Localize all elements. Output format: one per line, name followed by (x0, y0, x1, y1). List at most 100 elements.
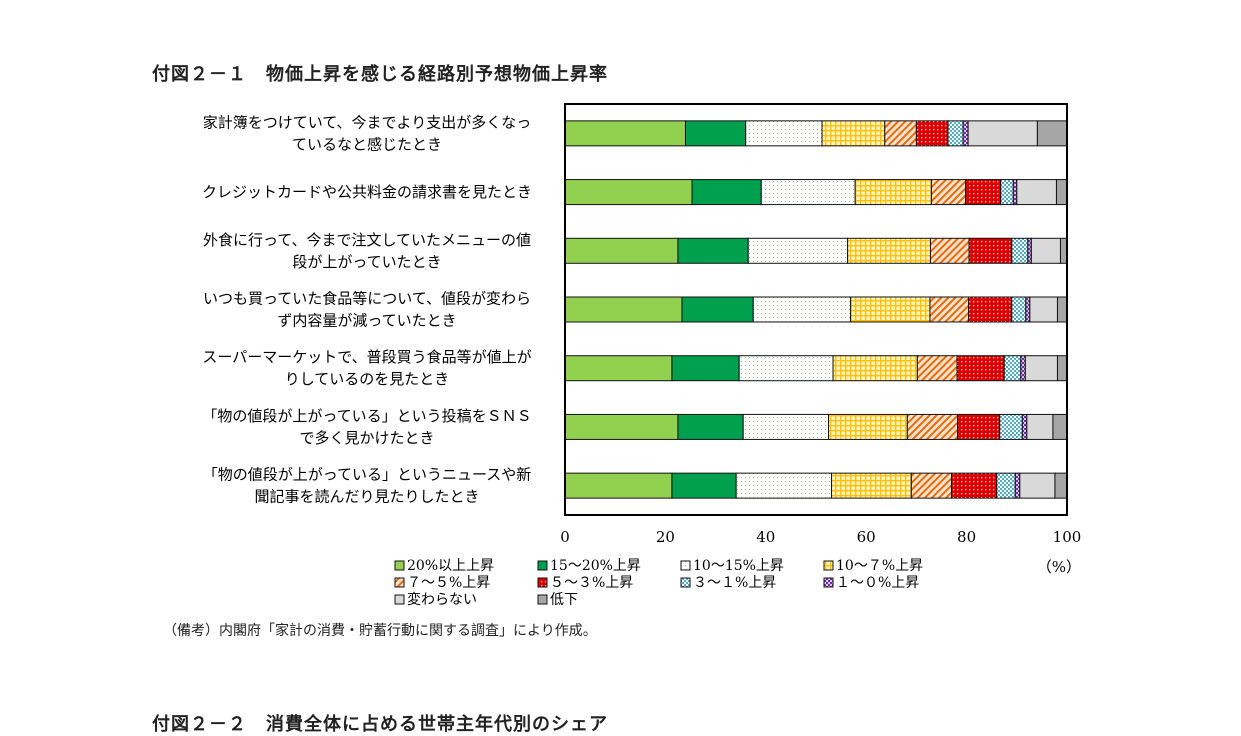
bar-segment (1000, 179, 1014, 206)
bar-segment (1030, 237, 1061, 264)
bar-segment (1056, 355, 1068, 382)
bar-segment (564, 296, 683, 323)
category-label: 「物の値段が上がっている」というニュースや新聞記事を読んだり見たりしたとき (203, 466, 532, 506)
legend-swatch (394, 560, 405, 571)
bar-segment (677, 237, 749, 264)
legend-swatch (537, 577, 548, 588)
bar-segment (956, 355, 1005, 382)
category-label-line: りしているのを見たとき (285, 370, 450, 388)
bar-segment (742, 413, 830, 440)
x-tick-label: 20 (656, 528, 675, 546)
legend-swatch (537, 560, 548, 571)
bar-segment (1024, 355, 1058, 382)
bar-segment (967, 120, 1038, 147)
bar-segment (760, 179, 856, 206)
x-tick-label: 100 (1053, 528, 1082, 546)
bar-segment (1055, 179, 1068, 206)
bar-segment (1056, 296, 1068, 323)
bar-segment (999, 413, 1023, 440)
category-label-line: ず内容量が減っていたとき (277, 312, 456, 330)
bar-segment (821, 120, 886, 147)
bar-segment (1020, 355, 1026, 382)
legend-swatch (680, 577, 691, 588)
legend-label: ３～１%上昇 (693, 575, 776, 591)
category-label: 外食に行って、今まで注文していたメニューの値段が上がっていたとき (203, 231, 531, 271)
category-label: いつも買っていた食品等について、値段が変わらず内容量が減っていたとき (203, 290, 531, 330)
bar-segment (564, 237, 679, 264)
category-label-line: スーパーマーケットで、普段買う食品等が値上が (202, 348, 531, 366)
figure-title: 付図２－１ 物価上昇を感じる経路別予想物価上昇率 (152, 64, 608, 85)
bar-segment (962, 120, 969, 147)
next-figure-title: 付図２－２ 消費全体に占める世帯主年代別のシェア (152, 714, 608, 735)
legend-label: 10～７%上昇 (836, 558, 923, 574)
category-label: 家計簿をつけていて、今までより支出が多くなっているなと感じたとき (203, 113, 532, 153)
bar-segment (1011, 237, 1029, 264)
bar-segment (910, 472, 953, 499)
bar-segment (884, 120, 917, 147)
x-tick-label: 60 (857, 528, 876, 546)
bar-segment (915, 120, 949, 147)
unit-label: （%） (1037, 558, 1081, 576)
category-label-line: いつも買っていた食品等について、値段が変わら (203, 290, 531, 308)
bar-segment (1019, 472, 1056, 499)
legend-label: 変わらない (407, 591, 477, 608)
legend-label: 10～15%上昇 (693, 558, 784, 574)
legend-swatch (394, 577, 405, 588)
legend-swatch (823, 560, 834, 571)
bar-segment (564, 179, 693, 206)
bar-segment (1016, 179, 1057, 206)
legend-label: ５～３%上昇 (550, 575, 633, 591)
bar-segment (1025, 296, 1031, 323)
legend-label: 15～20%上昇 (550, 558, 641, 574)
bar-segment (831, 472, 912, 499)
category-label-line: 外食に行って、今まで注文していたメニューの値 (203, 231, 531, 249)
bar-segment (996, 472, 1016, 499)
bar-segment (671, 472, 737, 499)
category-label: 「物の値段が上がっている」という投稿をＳＮＳ で多く見かけたとき (202, 407, 531, 447)
category-label-line: 聞記事を読んだり見たりしたとき (254, 488, 479, 506)
bar-segment (916, 355, 958, 382)
bar-segment (957, 413, 1001, 440)
bar-segment (564, 355, 673, 382)
source-note: （備考）内閣府「家計の消費・貯蓄行動に関する調査」により作成。 (163, 623, 597, 639)
legend-swatch (680, 560, 691, 571)
bar-segment (951, 472, 998, 499)
category-label-line: ているなと感じたとき (292, 135, 442, 153)
legend-swatch (823, 577, 834, 588)
bar-segment (735, 472, 833, 499)
bar-segment (1029, 296, 1058, 323)
category-label-line: 段が上がっていたとき (292, 253, 441, 271)
bar-segment (564, 120, 686, 147)
bar-segment (929, 296, 970, 323)
bar-segment (1012, 179, 1018, 206)
legend-label: １～０%上昇 (836, 575, 919, 591)
bar-segment (691, 179, 762, 206)
bar-segment (929, 237, 970, 264)
bar-segment (681, 296, 754, 323)
bar-segment (1021, 413, 1028, 440)
bar-segment (564, 413, 679, 440)
legend-swatch (394, 594, 405, 605)
bar-segment (968, 237, 1013, 264)
bar-segment (738, 355, 834, 382)
bar-segment (847, 237, 931, 264)
bar-segment (671, 355, 740, 382)
bar-segment (832, 355, 918, 382)
legend-label: ７～５%上昇 (407, 575, 490, 591)
bar-segment (747, 237, 849, 264)
bar-segment (1036, 120, 1068, 147)
bar-segment (745, 120, 823, 147)
bar-segment (947, 120, 964, 147)
category-label-line: 「物の値段が上がっている」という投稿をＳＮＳ (202, 407, 531, 425)
bar-segment (930, 179, 967, 206)
x-tick-label: 80 (957, 528, 976, 546)
legend-label: 20%以上上昇 (407, 558, 494, 574)
stacked-bar-chart: 家計簿をつけていて、今までより支出が多くなっているなと感じたときクレジットカード… (202, 103, 1082, 608)
bar-segment (1003, 355, 1022, 382)
bar-segment (1014, 472, 1021, 499)
bar-segment (968, 296, 1013, 323)
category-label-line: 「物の値段が上がっている」というニュースや新 (203, 466, 532, 484)
bar-segment (752, 296, 852, 323)
category-label: スーパーマーケットで、普段買う食品等が値上がりしているのを見たとき (202, 348, 531, 388)
bar-segment (1027, 237, 1032, 264)
